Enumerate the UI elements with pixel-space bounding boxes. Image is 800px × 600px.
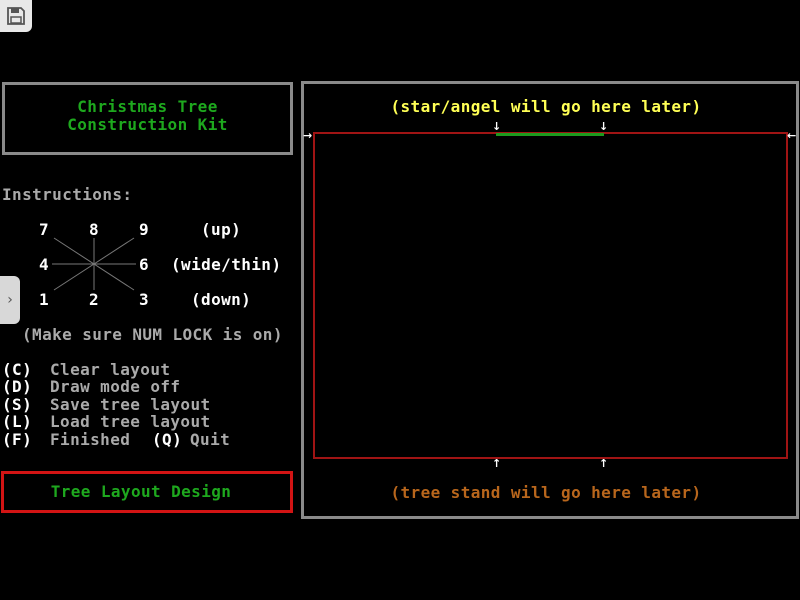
menu-item-save[interactable]: Save tree layout (50, 395, 211, 414)
menu-key-clear: (C) (2, 360, 33, 379)
menu-key-load: (L) (2, 412, 33, 431)
menu-key-draw: (D) (2, 377, 33, 396)
side-panel-toggle[interactable]: › (0, 276, 20, 324)
key-9: 9 (139, 220, 150, 239)
up-label: (up) (201, 220, 242, 239)
title-line-1: Christmas Tree (77, 97, 218, 116)
arrow-up-icon: ↑ (492, 457, 502, 470)
numlock-note: (Make sure NUM LOCK is on) (22, 325, 283, 344)
mode-box (1, 471, 293, 513)
menu-item-draw[interactable]: Draw mode off (50, 377, 181, 396)
arrow-down-icon: ↓ (599, 120, 609, 133)
star-placeholder-text: (star/angel will go here later) (390, 97, 702, 116)
menu-item-finished[interactable]: Finished (50, 430, 131, 449)
arrow-left-icon: ← (787, 129, 797, 142)
title-box (2, 82, 293, 155)
tree-canvas-panel (301, 81, 799, 519)
floppy-disk-icon (7, 7, 25, 25)
menu-item-clear[interactable]: Clear layout (50, 360, 171, 379)
down-label: (down) (191, 290, 252, 309)
save-button[interactable] (0, 0, 32, 32)
key-1: 1 (39, 290, 50, 309)
menu-item-load[interactable]: Load tree layout (50, 412, 211, 431)
mode-label: Tree Layout Design (50, 482, 232, 501)
arrow-up-icon: ↑ (599, 457, 609, 470)
keypad-direction-lines (52, 237, 136, 291)
arrow-right-icon: → (303, 129, 313, 142)
arrow-down-icon: ↓ (492, 120, 502, 133)
menu-key-quit: (Q) (152, 430, 183, 449)
instructions-heading: Instructions: (2, 185, 133, 204)
tree-layout-area[interactable] (313, 132, 788, 459)
menu-item-quit[interactable]: Quit (190, 430, 231, 449)
key-6: 6 (139, 255, 150, 274)
chevron-right-icon: › (7, 292, 13, 308)
key-2: 2 (89, 290, 100, 309)
key-7: 7 (39, 220, 50, 239)
key-8: 8 (89, 220, 100, 239)
menu-key-finished: (F) (2, 430, 33, 449)
stand-placeholder-text: (tree stand will go here later) (390, 483, 702, 502)
title-line-2: Construction Kit (67, 115, 228, 134)
menu-key-save: (S) (2, 395, 33, 414)
tree-top-segment (496, 133, 604, 136)
key-4: 4 (39, 255, 50, 274)
wide-thin-label: (wide/thin) (171, 255, 282, 274)
key-3: 3 (139, 290, 150, 309)
